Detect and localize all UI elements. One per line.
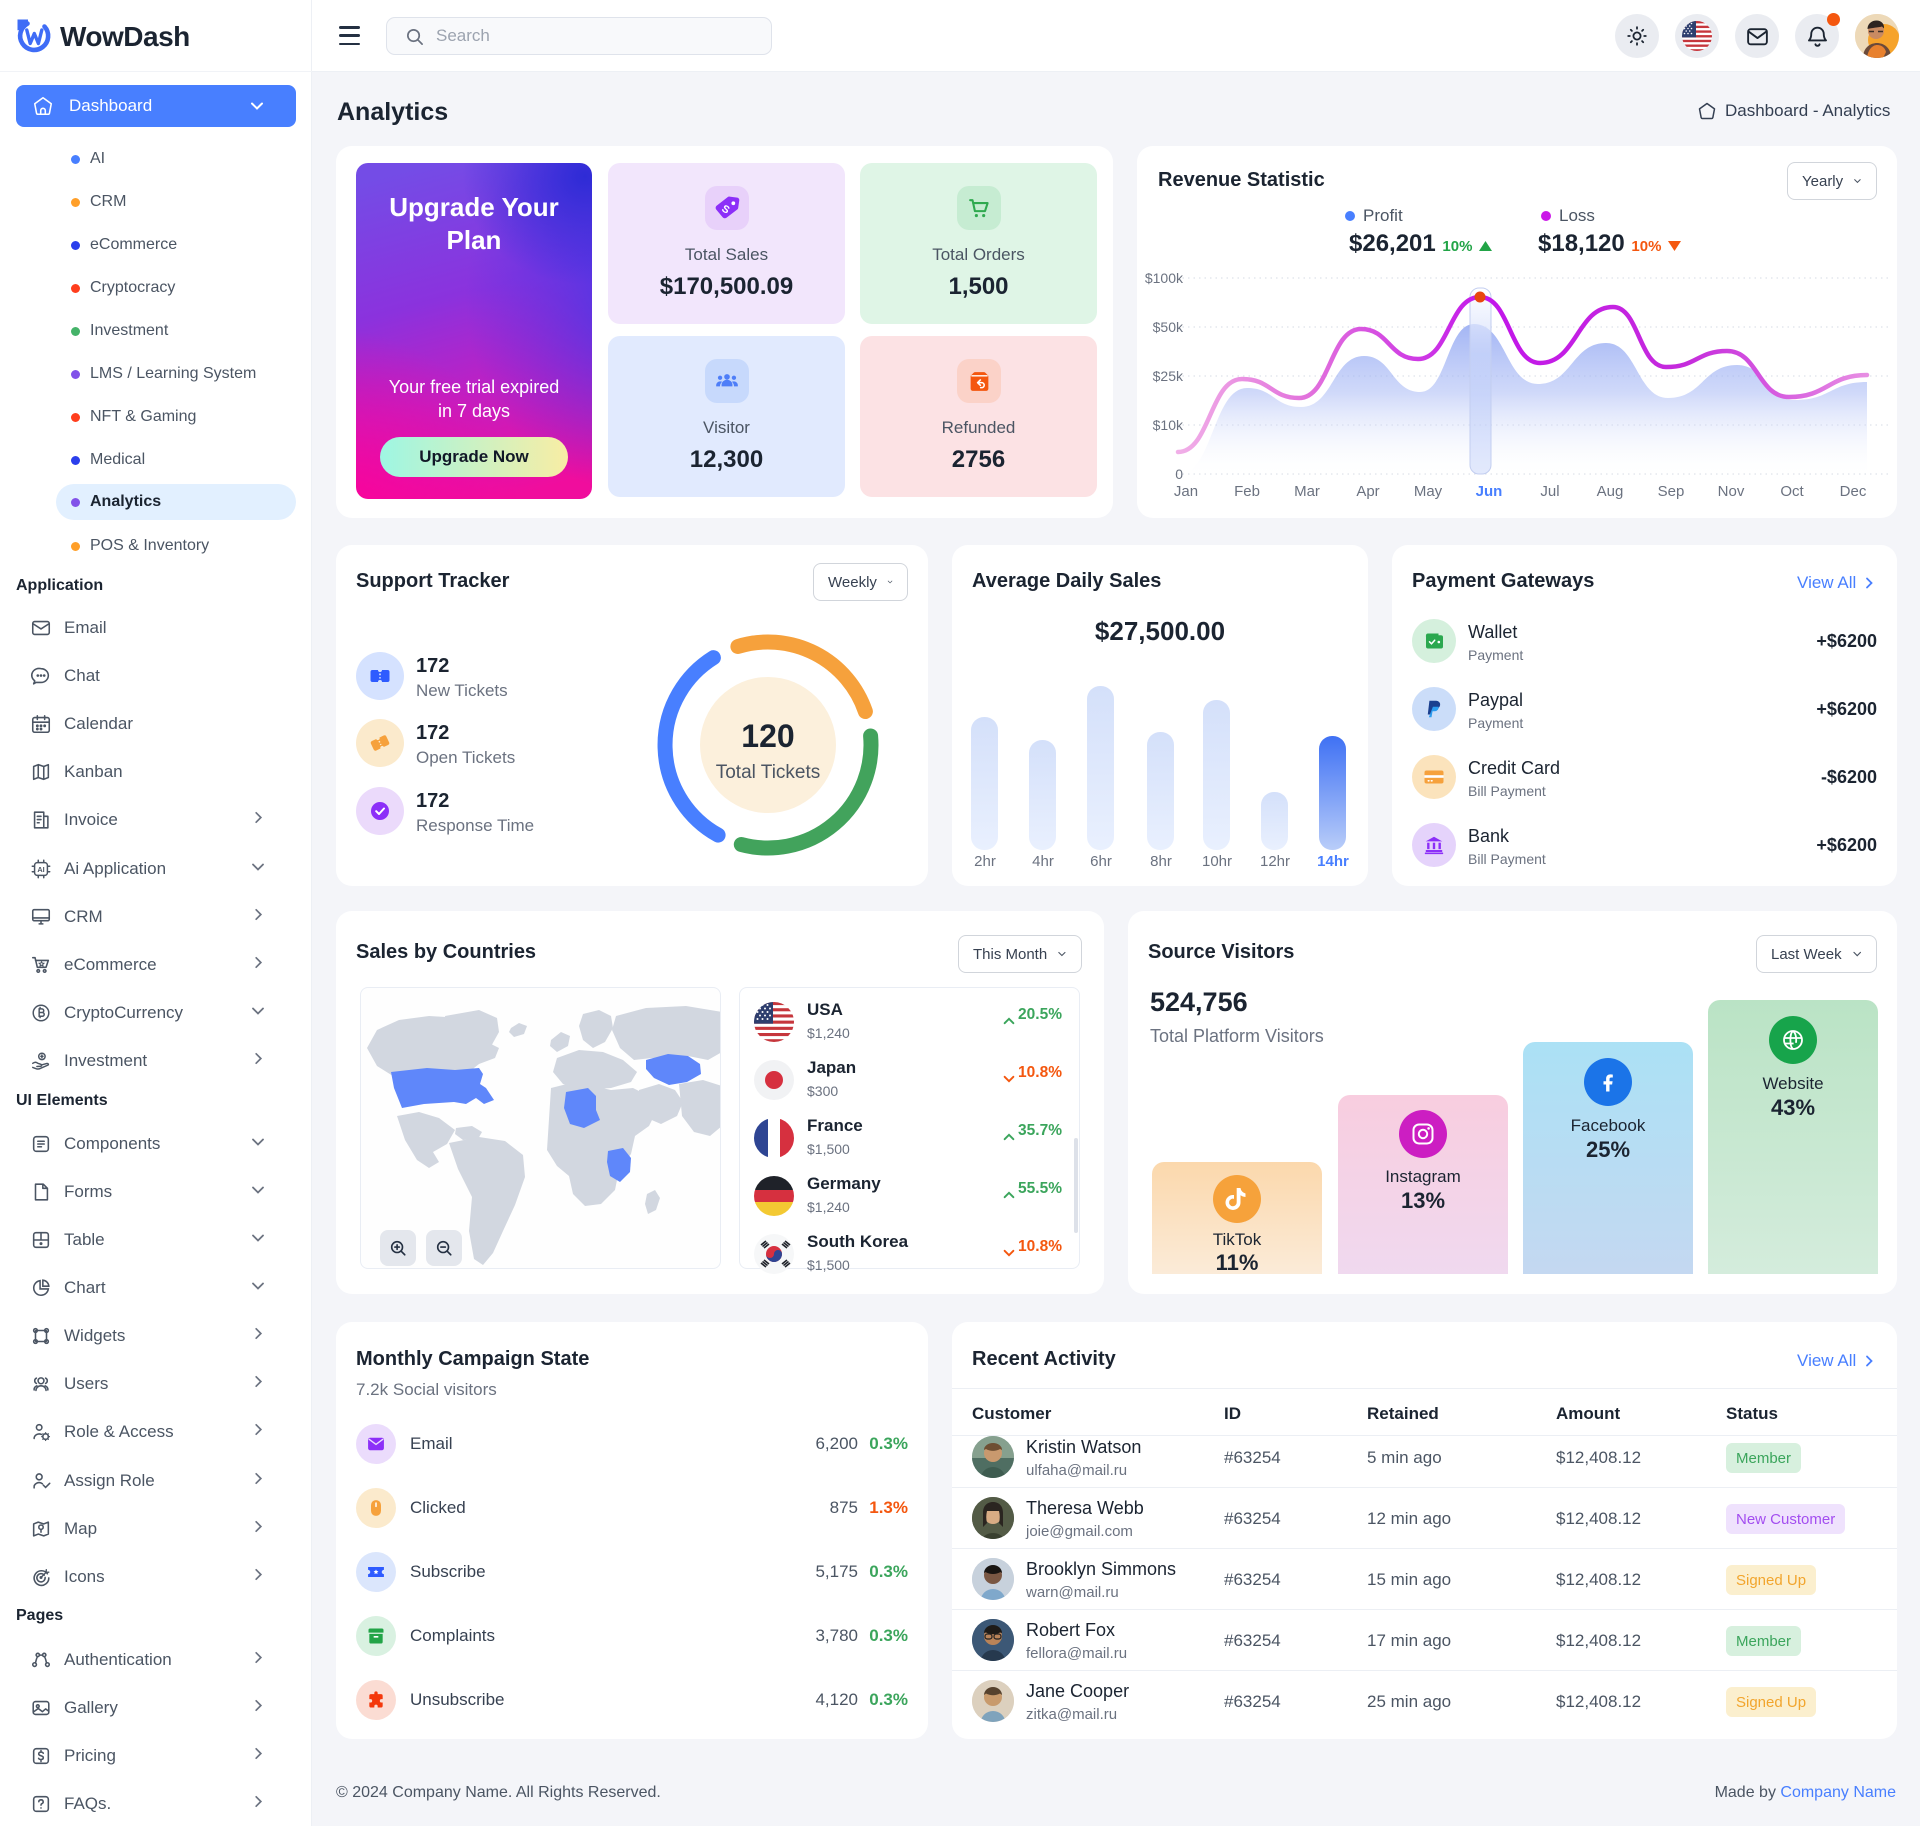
svg-text:Oct: Oct — [1780, 483, 1804, 500]
svg-text:$25k: $25k — [1153, 368, 1184, 384]
svg-text:$100k: $100k — [1145, 270, 1184, 286]
svg-text:Total Tickets: Total Tickets — [716, 762, 821, 783]
svg-text:Nov: Nov — [1718, 483, 1745, 500]
svg-text:Feb: Feb — [1234, 483, 1260, 500]
svg-text:Jan: Jan — [1174, 483, 1198, 500]
svg-text:Aug: Aug — [1597, 483, 1624, 500]
svg-text:May: May — [1414, 483, 1443, 500]
svg-text:$50k: $50k — [1153, 319, 1184, 335]
svg-text:Apr: Apr — [1356, 483, 1379, 500]
svg-text:120: 120 — [741, 718, 794, 754]
svg-text:AI: AI — [37, 865, 44, 874]
svg-text:Dec: Dec — [1840, 483, 1867, 500]
svg-text:Mar: Mar — [1294, 483, 1320, 500]
svg-text:Sep: Sep — [1658, 483, 1685, 500]
svg-text:$10k: $10k — [1153, 417, 1184, 433]
svg-text:Jul: Jul — [1540, 483, 1559, 500]
svg-text:Jun: Jun — [1476, 483, 1503, 500]
